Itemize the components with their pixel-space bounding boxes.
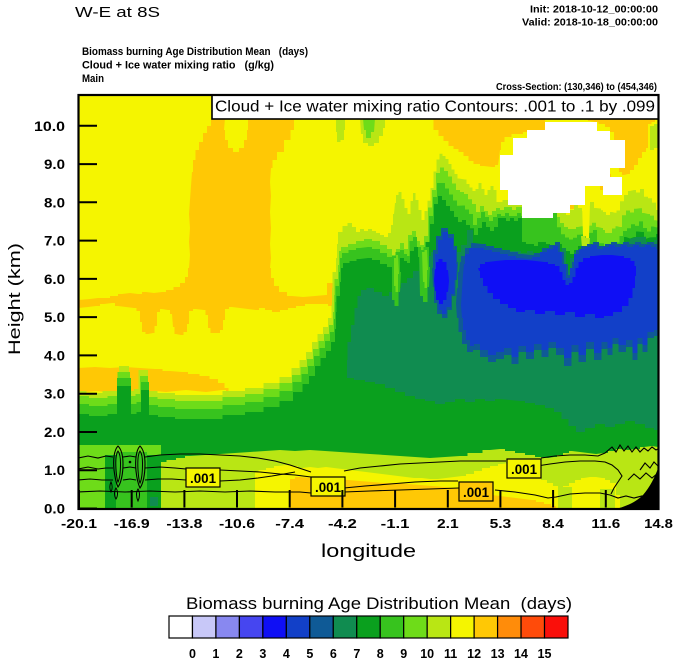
svg-text:Cloud + Ice water mixing ratio: Cloud + Ice water mixing ratio Contours:…	[215, 99, 655, 116]
svg-text:11.6: 11.6	[591, 516, 620, 531]
svg-text:2.1: 2.1	[437, 516, 459, 531]
svg-text:-20.1: -20.1	[61, 516, 97, 531]
svg-text:3.0: 3.0	[44, 386, 65, 402]
svg-text:9: 9	[400, 647, 407, 661]
svg-text:1: 1	[212, 647, 219, 661]
svg-text:Valid: 2018-10-18_00:00:00: Valid: 2018-10-18_00:00:00	[522, 17, 658, 29]
svg-text:2.0: 2.0	[44, 424, 65, 440]
svg-text:Height (km): Height (km)	[5, 243, 24, 355]
svg-text:.001: .001	[511, 461, 537, 477]
svg-text:0.0: 0.0	[44, 501, 65, 517]
svg-text:5: 5	[306, 647, 313, 661]
svg-text:4: 4	[283, 647, 290, 661]
svg-text:6.0: 6.0	[44, 271, 65, 287]
svg-text:Cloud + Ice water mixing ratio: Cloud + Ice water mixing ratio (g/kg)	[82, 60, 274, 72]
svg-text:5.0: 5.0	[44, 309, 65, 325]
svg-text:14: 14	[514, 647, 528, 661]
svg-text:8.0: 8.0	[44, 194, 65, 210]
svg-text:-4.2: -4.2	[328, 516, 357, 531]
svg-text:8.4: 8.4	[542, 516, 565, 531]
svg-text:14.8: 14.8	[644, 516, 673, 531]
svg-text:15: 15	[538, 647, 552, 661]
svg-text:1.0: 1.0	[44, 462, 65, 478]
svg-text:4.0: 4.0	[44, 347, 65, 363]
svg-text:6: 6	[330, 647, 337, 661]
svg-text:W-E at 8S: W-E at 8S	[75, 5, 160, 21]
svg-text:9.0: 9.0	[44, 156, 65, 172]
svg-text:-13.8: -13.8	[166, 516, 202, 531]
svg-text:longitude: longitude	[321, 540, 416, 561]
svg-text:0: 0	[189, 647, 196, 661]
svg-text:.001: .001	[190, 470, 216, 486]
svg-text:10: 10	[420, 647, 434, 661]
svg-text:7.0: 7.0	[44, 233, 65, 249]
svg-text:12: 12	[467, 647, 481, 661]
svg-text:Init: 2018-10-12_00:00:00: Init: 2018-10-12_00:00:00	[530, 4, 658, 16]
svg-text:Biomass burning Age Distributi: Biomass burning Age Distribution Mean (d…	[186, 594, 572, 613]
svg-text:11: 11	[444, 647, 457, 661]
svg-text:-7.4: -7.4	[275, 516, 305, 531]
svg-text:-1.1: -1.1	[381, 516, 410, 531]
svg-text:Cross-Section: (130,346) to (4: Cross-Section: (130,346) to (454,346)	[496, 82, 657, 93]
svg-text:5.3: 5.3	[490, 516, 512, 531]
svg-text:-10.6: -10.6	[219, 516, 255, 531]
svg-text:10.0: 10.0	[34, 118, 65, 134]
svg-text:.001: .001	[463, 484, 489, 500]
svg-text:13: 13	[491, 647, 505, 661]
svg-text:-16.9: -16.9	[114, 516, 150, 531]
svg-text:8: 8	[377, 647, 384, 661]
svg-text:2: 2	[236, 647, 243, 661]
svg-text:Main: Main	[82, 73, 104, 85]
svg-text:Biomass burning Age Distributi: Biomass burning Age Distribution Mean (d…	[82, 46, 308, 58]
svg-text:.001: .001	[315, 479, 341, 495]
svg-text:7: 7	[353, 647, 360, 661]
svg-text:3: 3	[259, 647, 266, 661]
